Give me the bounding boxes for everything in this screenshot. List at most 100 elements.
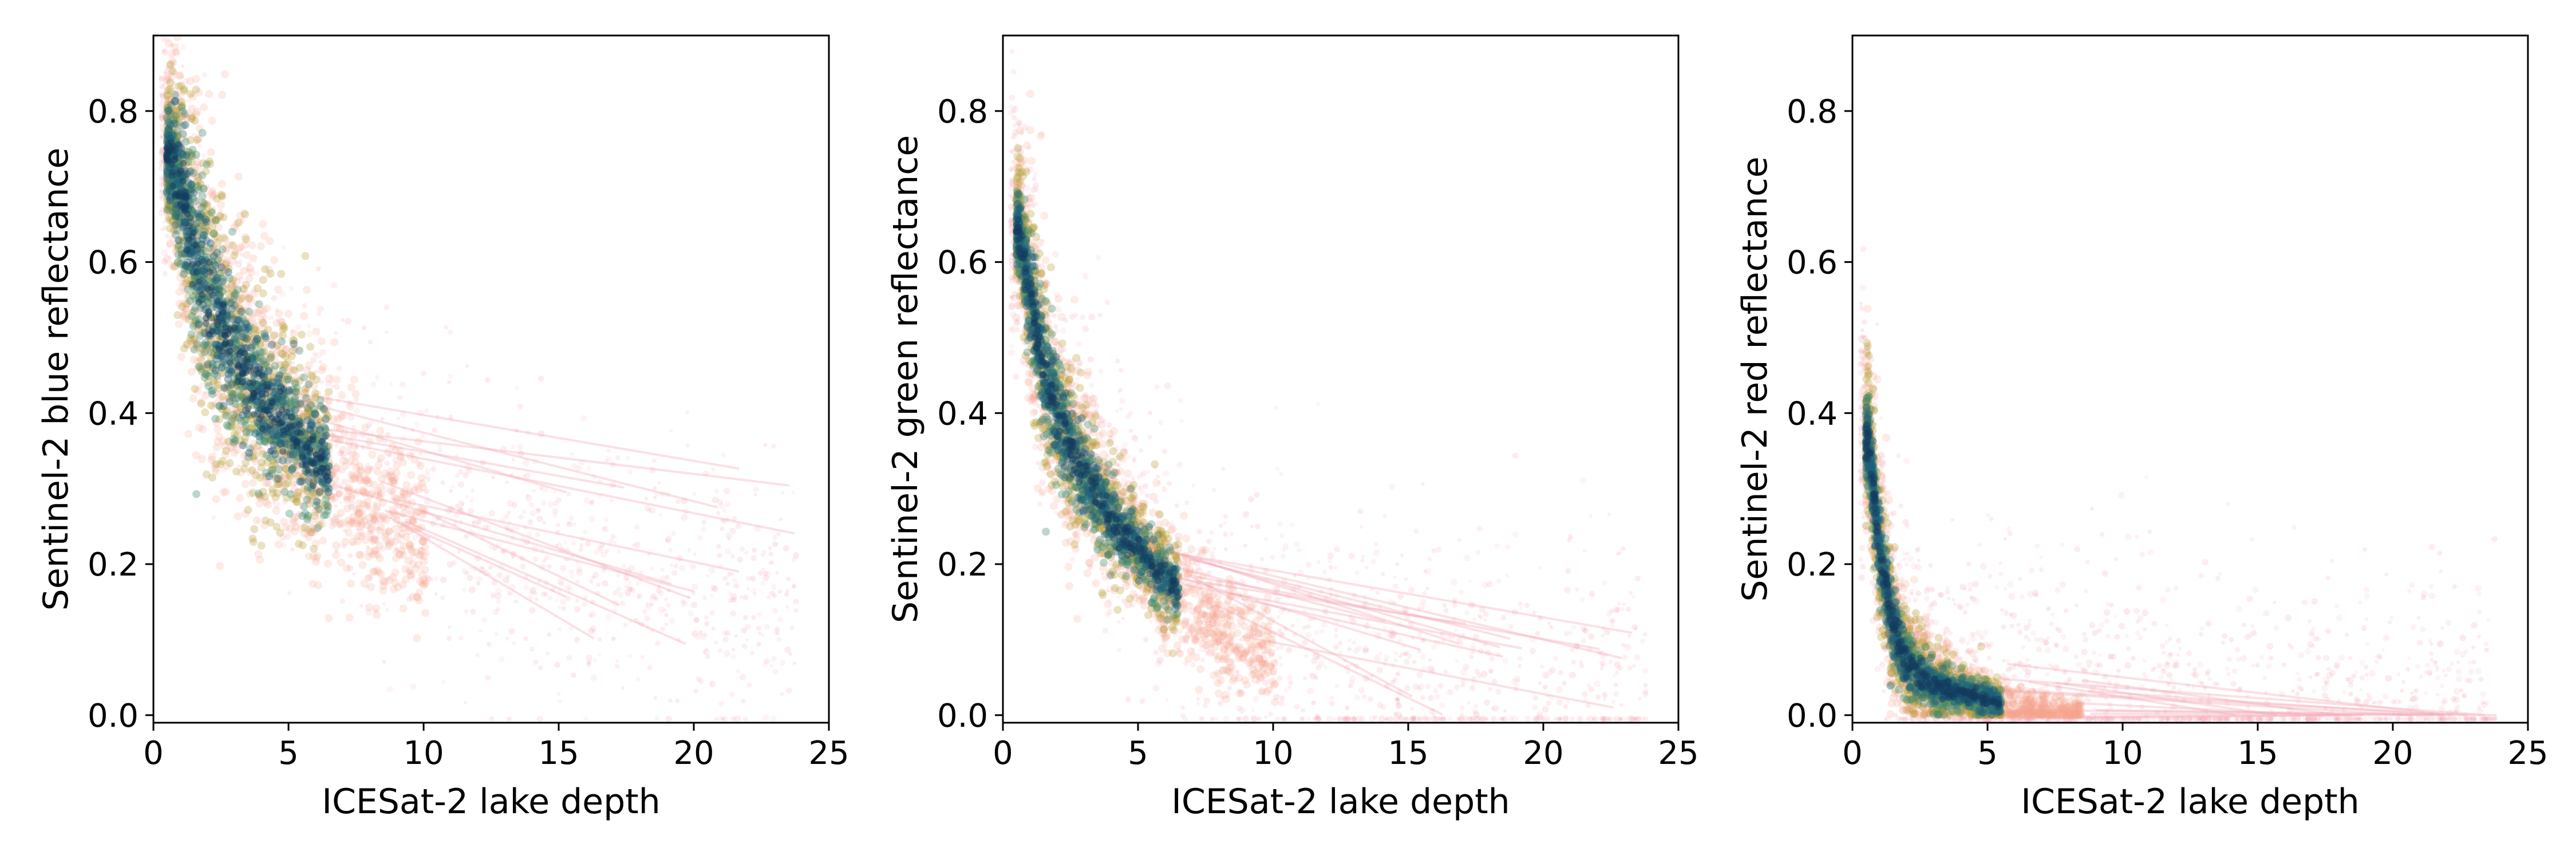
scatter-point <box>284 309 293 318</box>
scatter-point <box>177 149 183 156</box>
scatter-point <box>214 300 220 307</box>
scatter-point <box>397 494 406 502</box>
scatter-point <box>185 236 193 243</box>
scatter-point <box>569 569 575 575</box>
scatter-point <box>240 329 249 338</box>
scatter-point <box>625 577 629 582</box>
scatter-point <box>642 609 647 614</box>
scatter-point <box>571 672 576 678</box>
scatter-point <box>553 501 559 506</box>
scatter-point <box>315 352 322 359</box>
scatter-point <box>355 462 364 471</box>
scatter-point <box>507 500 514 507</box>
scatter-point <box>193 107 202 116</box>
scatter-point <box>346 400 353 407</box>
scatter-point <box>249 478 258 487</box>
scatter-point <box>509 550 517 558</box>
scatter-point <box>405 541 414 550</box>
scatter-point <box>366 519 373 526</box>
scatter-point <box>164 76 173 84</box>
scatter-point <box>687 548 692 553</box>
scatter-point <box>245 294 254 302</box>
scatter-point <box>393 475 399 482</box>
scatter-point <box>275 465 283 474</box>
scatter-point <box>221 411 227 417</box>
scatter-point <box>227 361 234 367</box>
scatter-point <box>187 226 192 231</box>
scatter-point <box>665 715 672 723</box>
scatter-point <box>420 557 428 566</box>
scatter-point <box>230 411 238 419</box>
scatter-point <box>189 261 196 269</box>
scatter-point <box>384 448 392 457</box>
scatter-point <box>323 447 328 452</box>
scatter-point <box>202 371 211 379</box>
scatter-point <box>260 422 267 429</box>
scatter-point <box>567 588 574 594</box>
scatter-point <box>170 108 176 114</box>
scatter-point <box>592 572 599 579</box>
scatter-point <box>675 698 680 703</box>
scatter-point <box>468 530 475 537</box>
scatter-point <box>767 595 771 600</box>
scatter-point <box>453 512 460 518</box>
scatter-point <box>417 547 424 553</box>
scatter-point <box>159 160 165 167</box>
scatter-point <box>180 211 188 219</box>
scatter-point <box>233 392 238 396</box>
scatter-point <box>211 401 218 407</box>
scatter-point <box>471 488 475 492</box>
scatter-point <box>418 537 426 546</box>
scatter-point <box>483 570 489 577</box>
scatter-point <box>195 213 204 222</box>
scatter-point <box>681 514 688 521</box>
scatter-point <box>362 502 371 510</box>
scatter-point <box>720 526 725 531</box>
scatter-point <box>197 206 203 211</box>
scatter-point <box>1564 631 1570 636</box>
scatter-point <box>406 510 411 514</box>
scatter-point <box>215 310 222 318</box>
scatter-point <box>418 506 427 514</box>
scatter-point <box>404 557 413 565</box>
scatter-point <box>219 488 228 497</box>
scatter-point <box>370 535 378 543</box>
plot-area <box>1003 36 1678 723</box>
scatter-point <box>187 256 191 261</box>
scatter-point <box>464 464 471 471</box>
scatter-point <box>669 617 675 624</box>
scatter-point <box>776 637 782 642</box>
scatter-point <box>396 550 404 558</box>
scatter-point <box>771 656 777 661</box>
scatter-point <box>566 491 571 497</box>
scatter-point <box>193 226 201 233</box>
y-tick-label: 0.2 <box>88 546 139 584</box>
scatter-point <box>416 461 422 467</box>
scatter-point <box>372 535 378 541</box>
scatter-point <box>558 546 566 553</box>
scatter-point <box>258 391 263 395</box>
scatter-point <box>332 541 341 550</box>
scatter-point <box>338 446 347 454</box>
scatter-point <box>537 579 542 584</box>
scatter-point <box>317 337 326 345</box>
scatter-point <box>159 175 166 182</box>
scatter-point <box>258 372 266 379</box>
scatter-point <box>272 506 280 515</box>
scatter-point <box>203 160 211 169</box>
scatter-point <box>212 267 217 272</box>
scatter-point <box>595 590 600 596</box>
scatter-point <box>712 497 719 503</box>
scatter-point <box>438 543 443 547</box>
scatter-point <box>163 270 167 275</box>
scatter-point <box>538 665 543 671</box>
scatter-point <box>206 268 214 275</box>
scatter-point <box>424 408 429 413</box>
scatter-point <box>384 539 392 546</box>
scatter-point <box>458 507 464 514</box>
scatter-point <box>287 364 292 369</box>
scatter-point <box>530 646 535 652</box>
scatter-point <box>547 596 553 601</box>
scatter-point <box>267 376 274 383</box>
scatter-point <box>218 254 226 262</box>
